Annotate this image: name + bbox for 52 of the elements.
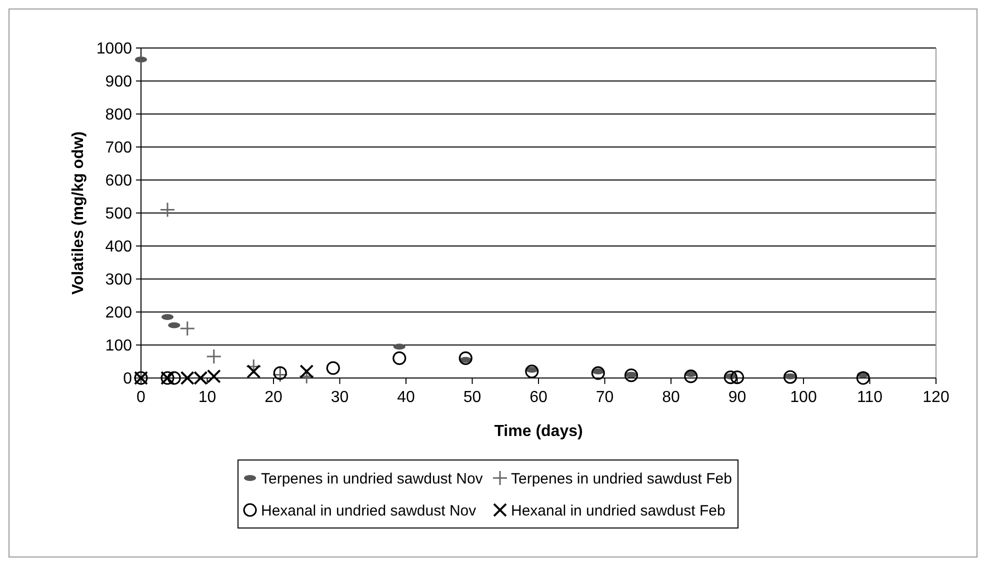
x-tick-label: 120	[922, 389, 950, 406]
point	[591, 366, 605, 380]
x-tick-label: 70	[596, 389, 614, 406]
point	[624, 368, 638, 382]
x-tick-label: 100	[790, 389, 817, 406]
x-tick-label: 50	[463, 389, 482, 406]
x-tick-label: 60	[530, 389, 548, 406]
x-tick-label: 10	[198, 389, 216, 406]
point	[724, 370, 738, 384]
point	[730, 370, 744, 384]
point	[326, 361, 340, 375]
point	[783, 370, 798, 384]
point	[856, 371, 870, 385]
x-tick-label: 110	[856, 389, 883, 406]
point	[167, 371, 181, 385]
point	[206, 348, 222, 364]
point	[298, 368, 314, 384]
x-tick-label: 40	[397, 389, 415, 406]
y-tick-label: 300	[105, 272, 132, 289]
legend-label: Hexanal in undried sawdust Feb	[511, 502, 726, 520]
point	[180, 320, 196, 336]
legend-label: Terpenes in undried sawdust Nov	[261, 470, 484, 488]
point	[392, 351, 406, 365]
y-tick-label: 500	[105, 206, 132, 223]
point	[180, 371, 194, 385]
y-tick-label: 1000	[96, 40, 132, 58]
y-tick-label: 200	[105, 304, 132, 322]
x-tick-label: 30	[330, 389, 349, 406]
y-tick-label: 800	[105, 106, 132, 124]
y-tick-label: 600	[105, 172, 132, 190]
y-tick-label: 900	[105, 74, 132, 91]
x-tick-label: 90	[728, 389, 746, 406]
point	[246, 364, 261, 378]
point	[206, 369, 221, 384]
y-axis-title: Volatiles (mg/kg odw)	[70, 131, 87, 295]
point	[246, 358, 262, 374]
y-tick-label: 100	[105, 338, 132, 355]
point	[684, 370, 698, 384]
y-tick-label: 0	[123, 370, 132, 388]
point	[525, 364, 539, 378]
x-tick-label: 80	[662, 389, 680, 406]
x-tick-label: 20	[264, 389, 282, 406]
point	[160, 202, 176, 218]
y-tick-label: 400	[105, 238, 132, 256]
x-tick-label: 0	[136, 389, 146, 406]
legend-label: Hexanal in undried sawdust Nov	[261, 502, 477, 520]
point	[458, 351, 472, 365]
legend-label: Terpenes in undried sawdust Feb	[511, 470, 732, 488]
y-tick-label: 700	[105, 140, 132, 157]
point	[300, 364, 314, 378]
x-axis-title: Time (days)	[494, 423, 583, 440]
point	[194, 371, 208, 385]
